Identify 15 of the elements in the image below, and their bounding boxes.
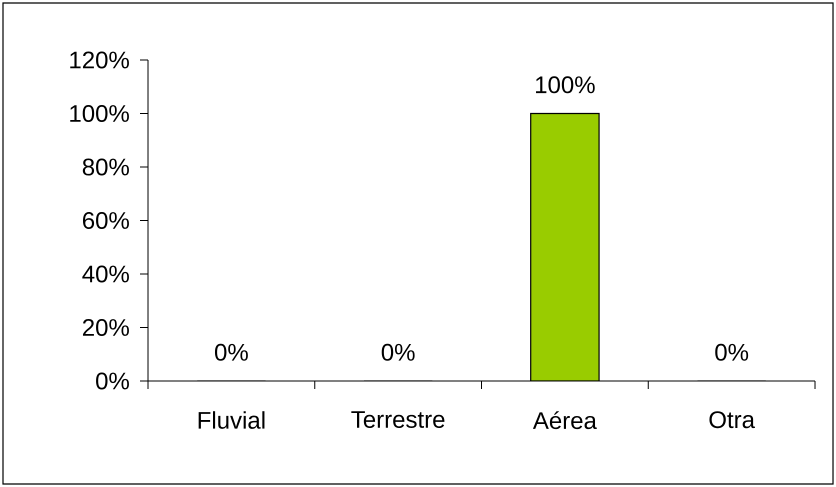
y-tick-label: 120% [70, 51, 129, 68]
x-tick-label: Terrestre [351, 411, 444, 428]
x-tick-label: Fluvial [198, 411, 264, 429]
data-label: 0% [214, 344, 248, 361]
y-tick-label: 60% [82, 212, 129, 229]
data-label: 100% [536, 76, 595, 94]
y-tick-label: 100% [70, 104, 129, 122]
data-label: 0% [715, 344, 748, 361]
y-tick-label: 80% [82, 158, 129, 176]
x-tick-label: Aérea [532, 411, 597, 430]
data-label: 0% [382, 344, 415, 361]
x-tick-label: Otra [709, 411, 755, 428]
y-tick-label: 40% [82, 265, 129, 282]
y-tick-label: 20% [82, 318, 129, 336]
y-tick-label: 0% [96, 372, 129, 390]
